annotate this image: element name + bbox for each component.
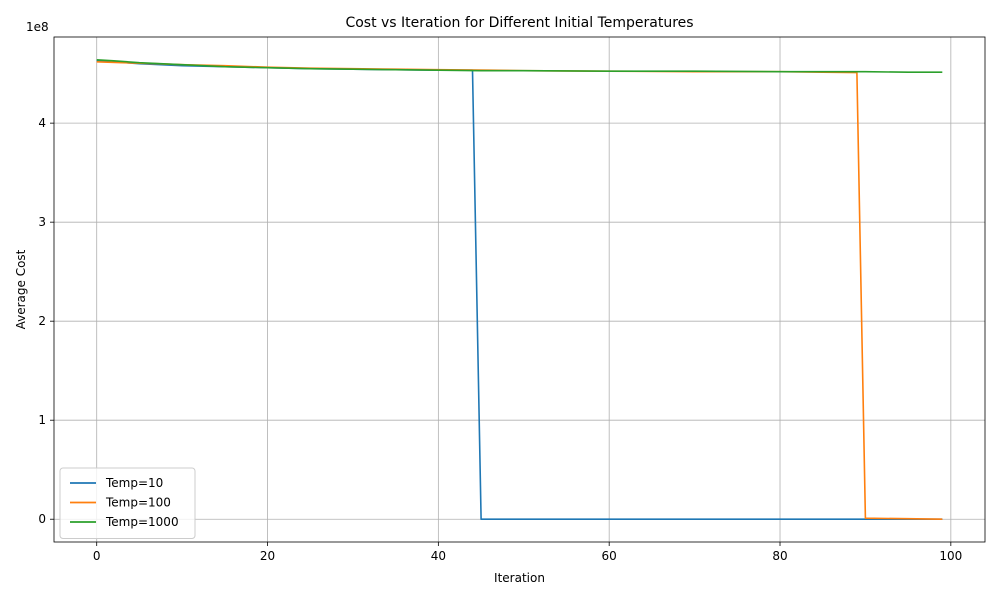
x-tick-label: 0 — [93, 549, 101, 563]
series-lines — [96, 59, 943, 521]
y-axis-label: Average Cost — [14, 249, 28, 329]
legend-box — [59, 467, 196, 539]
legend-label: Temp=10 — [105, 476, 163, 490]
series-line-3 — [96, 59, 943, 73]
x-tick-label: 60 — [602, 549, 617, 563]
legend-label: Temp=1000 — [105, 515, 179, 529]
y-axis-offset-label: 1e8 — [26, 20, 49, 34]
y-tick-label: 1 — [38, 413, 46, 427]
legend-label: Temp=100 — [105, 496, 171, 510]
y-tick-label: 4 — [38, 116, 46, 130]
x-tick-label: 40 — [431, 549, 446, 563]
plot-frame — [53, 36, 986, 543]
x-tick-label: 20 — [260, 549, 275, 563]
y-tick-label: 0 — [38, 512, 46, 526]
x-tick-label: 100 — [939, 549, 962, 563]
y-axis-ticks: 0 1 2 3 4 — [38, 116, 54, 526]
legend: Temp=10 Temp=100 Temp=1000 — [59, 467, 196, 539]
x-axis-label: Iteration — [494, 571, 545, 585]
x-tick-label: 80 — [772, 549, 787, 563]
chart-title: Cost vs Iteration for Different Initial … — [345, 15, 693, 31]
y-tick-label: 3 — [38, 215, 46, 229]
y-tick-label: 2 — [38, 314, 46, 328]
x-axis-ticks: 0 20 40 60 80 100 — [93, 542, 962, 563]
